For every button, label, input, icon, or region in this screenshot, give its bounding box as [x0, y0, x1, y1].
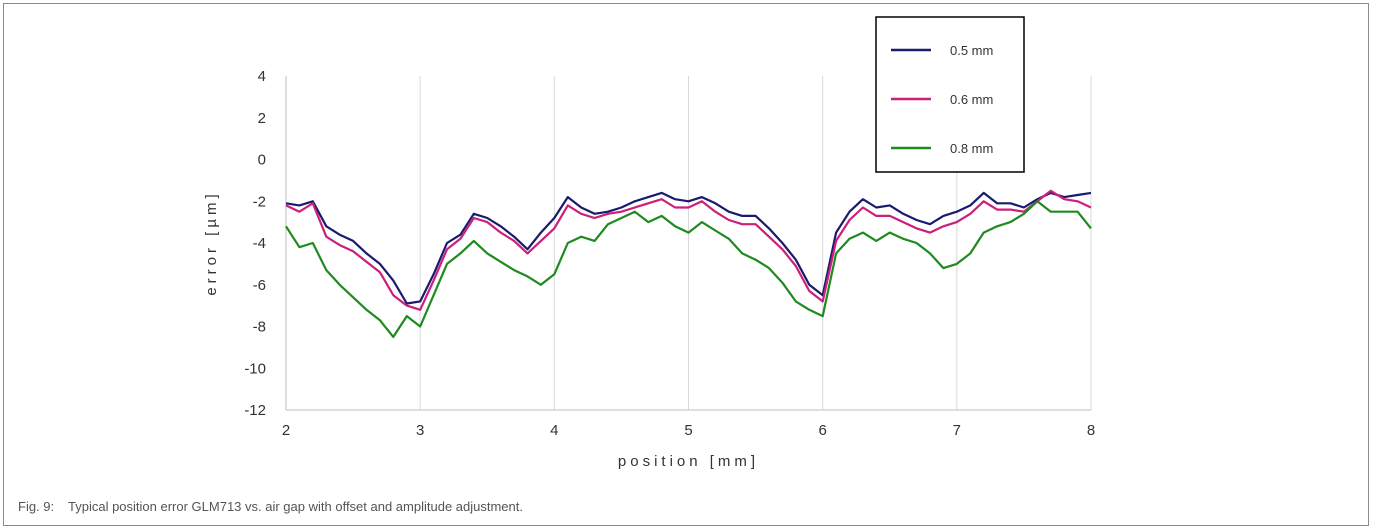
series-lines: [285, 189, 1092, 338]
legend-box: [875, 16, 1025, 173]
x-tick-label: 3: [416, 422, 424, 439]
x-tick-label: 6: [818, 422, 826, 439]
x-tick-label: 2: [282, 422, 290, 439]
tick-labels: 2 3 4 5 6 7 8 4 2 0 -2 -4 -6 -8 -10 -12: [244, 68, 1095, 439]
y-tick-label: -10: [244, 360, 266, 377]
series-line-0-5-mm: [285, 191, 1092, 305]
y-axis-label: error [µm]: [203, 190, 220, 295]
y-tick-label: -4: [253, 235, 266, 252]
y-tick-label: -6: [253, 277, 266, 294]
y-tick-label: -2: [253, 193, 266, 210]
y-tick-label: 2: [258, 110, 266, 127]
x-tick-label: 7: [953, 422, 961, 439]
x-tick-label: 4: [550, 422, 558, 439]
x-axis-label: position [mm]: [618, 453, 759, 470]
legend-label: 0.8 mm: [950, 141, 993, 156]
series-line-0-8-mm: [285, 200, 1092, 338]
caption-text: Typical position error GLM713 vs. air ga…: [68, 499, 523, 514]
x-tick-label: 8: [1087, 422, 1095, 439]
legend-label: 0.5 mm: [950, 43, 993, 58]
y-tick-label: -12: [244, 402, 266, 419]
line-chart: 2 3 4 5 6 7 8 4 2 0 -2 -4 -6 -8 -10 -12 position [mm] e…: [203, 16, 1095, 470]
y-tick-label: 0: [258, 152, 266, 169]
legend: 0.5 mm 0.6 mm 0.8 mm: [875, 16, 1025, 173]
figure-number: Fig. 9:: [18, 499, 55, 514]
y-tick-label: 4: [258, 68, 266, 85]
figure-frame: 2 3 4 5 6 7 8 4 2 0 -2 -4 -6 -8 -10 -12 position [mm] e…: [3, 3, 1369, 526]
y-tick-label: -8: [253, 319, 266, 336]
x-tick-label: 5: [684, 422, 692, 439]
axes: [285, 76, 1091, 411]
figure-caption: Fig. 9: Typical position error GLM713 vs.…: [18, 499, 523, 514]
series-line-0-6-mm: [285, 189, 1092, 311]
legend-label: 0.6 mm: [950, 92, 993, 107]
